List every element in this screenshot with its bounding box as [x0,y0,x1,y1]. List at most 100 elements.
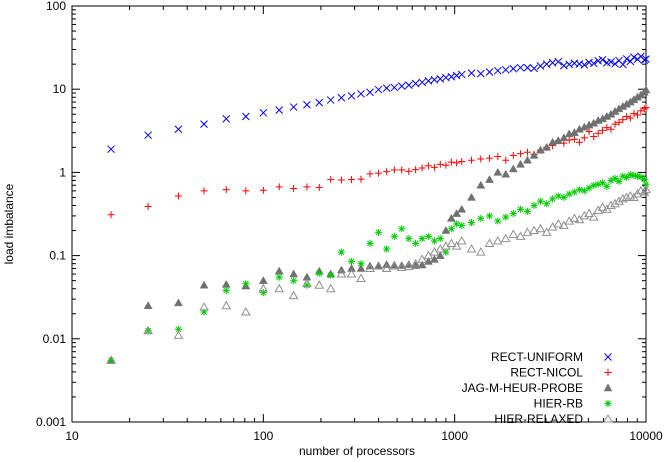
data-point [430,237,438,245]
plot-border [71,5,647,423]
data-point [529,225,539,235]
data-point [476,180,486,189]
legend-label: RECT-UNIFORM [491,350,583,364]
data-point [468,218,476,226]
data-point [475,247,486,256]
data-point [274,283,285,293]
data-point [484,238,495,247]
data-point [515,231,526,240]
data-point [241,112,250,121]
data-point [289,103,298,111]
data-point [452,209,462,217]
data-point [290,277,298,285]
data-point [559,61,568,70]
data-point [477,155,485,163]
data-point [541,227,552,236]
data-point [458,222,466,230]
data-point [435,244,446,253]
data-point [424,162,432,170]
y-tick-label: 0.1 [49,249,66,263]
data-point [523,63,532,72]
data-point [457,70,466,79]
data-point [466,244,477,253]
data-point [633,111,641,119]
data-point [575,186,583,194]
data-point [107,211,115,219]
data-point [336,269,347,278]
data-point [325,283,336,293]
data-point [549,195,557,203]
data-point [493,167,503,176]
data-point [275,273,283,281]
data-point [303,183,311,191]
data-point [451,241,462,250]
data-point [610,198,620,208]
data-point [259,289,267,297]
data-point [424,76,433,85]
data-point [337,176,345,184]
data-point [144,202,152,210]
data-point [315,183,323,191]
data-point [447,158,455,166]
data-point [486,154,494,162]
data-point [373,260,384,270]
x-tick-label: 10000 [629,429,663,443]
data-point [485,68,494,76]
data-point [640,105,648,113]
data-point [418,164,426,172]
data-point [200,120,208,129]
data-point [623,173,631,181]
data-point [302,278,312,288]
data-point [404,81,413,89]
data-point [174,192,182,200]
data-point [382,84,391,92]
data-point [588,212,599,221]
data-point [615,177,623,185]
data-point [446,238,457,247]
y-tick-label: 1 [59,165,66,179]
axis-tick-labels: 10 100 1000 10000 0.001 0.01 0.1 1 10 100 [36,0,663,443]
legend-entry: HIER-RB [534,397,612,411]
data-point [446,213,456,222]
data-point [288,290,299,300]
data-point [523,148,531,156]
data-point [143,301,153,309]
data-point [530,202,538,210]
data-point [221,300,232,310]
data-point [390,166,398,174]
data-point [509,210,517,218]
y-axis-label: load imbalance [2,183,16,264]
data-point [486,212,494,220]
data-point [580,187,588,195]
data-point [619,60,627,69]
data-point [374,261,383,270]
data-point [242,280,250,288]
data-point [560,193,568,201]
data-point [529,150,539,159]
data-point [599,126,607,134]
data-point [536,145,545,154]
data-point [356,263,366,272]
series-rect-uniform [107,52,650,154]
data-point [398,166,406,174]
data-point [405,235,413,243]
data-point [492,235,503,245]
data-point [453,220,461,228]
legend-marker [603,413,613,423]
data-point [222,186,230,194]
data-point [442,161,450,169]
data-point [580,134,588,142]
data-point [570,135,578,143]
data-point [365,263,375,272]
data-point [485,175,494,183]
data-point [199,280,209,289]
data-point [570,188,578,196]
data-point [357,260,365,268]
data-point [500,233,511,243]
data-point [366,239,374,247]
data-point [606,200,616,210]
data-point [374,85,383,94]
data-point [327,176,335,184]
